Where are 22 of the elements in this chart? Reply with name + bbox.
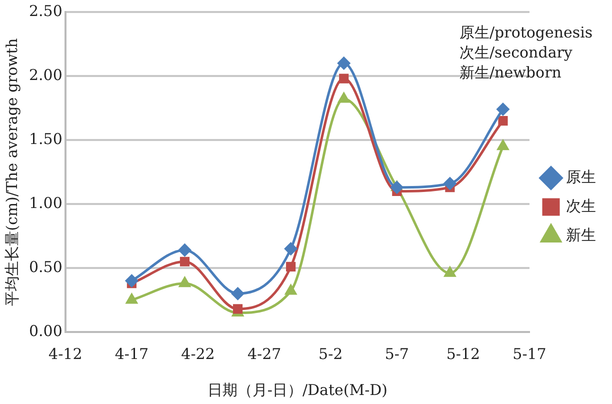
legend-label: 新生 — [566, 226, 596, 244]
y-tick-label: 1.00 — [28, 194, 62, 212]
x-tick-label: 5-7 — [384, 344, 409, 363]
x-tick-label: 4-27 — [247, 344, 282, 363]
y-tick-label: 2.50 — [28, 2, 62, 20]
y-tick-label: 2.00 — [28, 66, 62, 84]
x-tick-label: 4-22 — [181, 344, 215, 363]
annotation: 次生/secondary — [460, 43, 573, 62]
y-tick-label: 0.00 — [28, 322, 62, 340]
y-tick-label: 1.50 — [28, 130, 62, 148]
x-tick-label: 5-17 — [512, 344, 546, 363]
x-tick-label: 5-12 — [446, 344, 480, 363]
x-axis-title: 日期（月-日）/Date(M-D) — [207, 380, 388, 399]
annotation: 新生/newborn — [460, 63, 562, 82]
legend-label: 原生 — [566, 168, 596, 186]
y-tick-label: 0.50 — [28, 258, 62, 276]
x-tick-label: 4-17 — [114, 344, 149, 363]
x-tick-label: 4-12 — [48, 344, 82, 363]
legend-label: 次生 — [566, 196, 596, 215]
x-tick-label: 5-2 — [318, 344, 343, 363]
annotation: 原生/protogenesis — [460, 23, 593, 42]
y-axis-title: 平均生长量(cm)/The average growth — [2, 38, 21, 306]
